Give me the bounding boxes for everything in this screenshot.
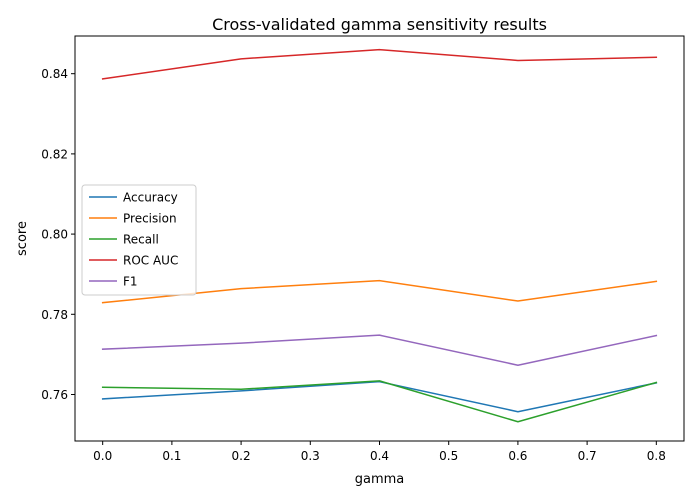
x-axis-label: gamma [355, 472, 405, 487]
x-tick-label: 0.3 [301, 449, 320, 463]
series-line-recall [101, 380, 658, 423]
x-tick-label: 0.6 [508, 449, 527, 463]
y-tick-label: 0.82 [41, 147, 68, 161]
x-tick-label: 0.8 [647, 449, 666, 463]
x-tick-label: 0.5 [439, 449, 458, 463]
x-tick-label: 0.2 [232, 449, 251, 463]
series-line-f1 [101, 334, 658, 366]
y-axis-label: score [15, 221, 30, 256]
y-tick-label: 0.78 [41, 308, 68, 322]
y-tick-label: 0.76 [41, 388, 68, 402]
series-line-roc-auc [101, 48, 658, 80]
chart-title: Cross-validated gamma sensitivity result… [212, 15, 547, 34]
x-tick-label: 0.0 [93, 449, 112, 463]
legend-label: Recall [123, 233, 159, 247]
x-tick-label: 0.7 [578, 449, 597, 463]
series-line-accuracy [101, 380, 658, 413]
x-ticks: 0.0 0.1 0.2 0.3 0.4 0.5 0.6 0.7 0.8 [93, 441, 666, 463]
legend-label: F1 [123, 275, 138, 289]
y-ticks: 0.76 0.78 0.80 0.82 0.84 [41, 67, 75, 402]
legend-label: Precision [123, 212, 177, 226]
y-tick-label: 0.84 [41, 67, 68, 81]
legend-label: ROC AUC [123, 254, 178, 268]
x-tick-label: 0.1 [162, 449, 181, 463]
y-tick-label: 0.80 [41, 228, 68, 242]
plot-frame [74, 35, 685, 442]
legend-label: Accuracy [123, 191, 178, 205]
x-tick-label: 0.4 [370, 449, 389, 463]
legend-box [81, 184, 197, 296]
legend: Accuracy Precision Recall ROC AUC F1 [81, 184, 197, 296]
